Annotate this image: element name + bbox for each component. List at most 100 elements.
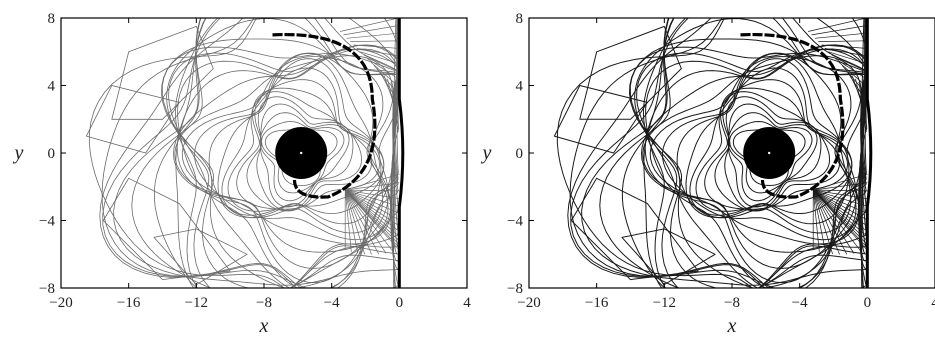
x-tick-label: −4 (792, 295, 808, 311)
contour-line (695, 79, 853, 212)
contour-line (344, 189, 372, 255)
contour-line (812, 189, 855, 254)
contour-lines (553, 18, 873, 288)
y-tick-label: −4 (507, 214, 523, 230)
contour-line (360, 51, 399, 64)
contour-lines (86, 18, 405, 288)
contour-line (383, 75, 399, 117)
contour-line (86, 85, 180, 154)
y-tick-label: 8 (48, 11, 56, 27)
contour-line (264, 128, 338, 186)
shock-arc (740, 32, 845, 199)
y-tick-label: −8 (507, 281, 523, 297)
contour-line (812, 189, 868, 242)
contour-line (343, 25, 399, 36)
contour-line (344, 189, 400, 245)
contour-line (812, 190, 827, 254)
contour-line (813, 189, 868, 200)
contour-line (344, 189, 400, 237)
contour-line (813, 189, 868, 207)
contour-line (345, 189, 400, 214)
contour-line (812, 189, 868, 232)
contour-line (813, 189, 868, 192)
contour-line (345, 189, 400, 227)
contour-line (621, 228, 716, 286)
contour-line (175, 18, 399, 288)
contour-line (344, 189, 380, 255)
y-axis-label: y (481, 142, 492, 164)
contour-line (724, 96, 831, 212)
contour-line (556, 18, 865, 288)
contour-line (813, 173, 868, 191)
contour-line (828, 51, 867, 64)
contour-line (344, 189, 365, 255)
contour-line (661, 52, 857, 241)
x-tick-label: −12 (185, 295, 208, 311)
contour-line (858, 82, 867, 132)
contour-line (346, 32, 399, 39)
y-axis-label: y (13, 142, 24, 164)
contour-line (345, 189, 400, 207)
contour-line (340, 18, 399, 32)
contour-line (256, 96, 362, 211)
contour-line (689, 67, 853, 216)
contour-line (812, 189, 862, 253)
contour-line (812, 189, 868, 248)
y-tick-label: 4 (48, 79, 56, 95)
contour-line (370, 61, 399, 87)
vortex-center-marker (300, 151, 303, 155)
contour-line (704, 87, 849, 210)
x-axis-label: x (727, 315, 737, 337)
contour-panel-right: −20 −16 −12 −8 −4 0 4 −8 −4 0 4 8 x y (481, 11, 935, 337)
contour-line (208, 53, 384, 234)
contour-line (732, 128, 806, 187)
contour-line (567, 18, 867, 288)
contour-line (154, 18, 399, 288)
contour-line (101, 18, 398, 288)
contour-line (236, 87, 380, 210)
contour-line (621, 18, 867, 288)
contour-line (812, 189, 833, 255)
contour-line (811, 25, 867, 36)
contour-line (344, 190, 352, 252)
x-tick-label: 4 (463, 295, 471, 311)
contour-line (345, 173, 400, 191)
contour-line (824, 48, 867, 57)
contour-line (131, 18, 400, 288)
contour-line (227, 79, 385, 212)
contour-panel-left: −20 −16 −12 −8 −4 0 4 −8 −4 0 4 8 x y (13, 11, 472, 337)
contour-line (350, 40, 399, 42)
contour-line (821, 44, 867, 49)
contour-line (855, 78, 867, 125)
contour-line (88, 18, 397, 288)
contour-line (113, 18, 400, 286)
y-tick-label: 0 (48, 146, 56, 162)
contour-line (246, 91, 373, 212)
contour-line (814, 32, 867, 39)
x-tick-label: 4 (931, 295, 935, 311)
x-tick-label: 0 (396, 295, 404, 311)
contour-line (813, 189, 868, 214)
y-tick-label: 0 (516, 146, 524, 162)
contour-line (813, 189, 868, 221)
y-tick-label: 8 (516, 11, 524, 27)
x-tick-label: −16 (585, 295, 609, 311)
contour-line (812, 189, 868, 245)
contour-line (217, 58, 382, 225)
contour-line (553, 85, 648, 154)
contour-line (634, 18, 867, 288)
contour-line (194, 52, 389, 241)
contour-line (177, 44, 399, 288)
vortex-center-marker (768, 151, 771, 155)
contour-line (259, 103, 354, 208)
x-tick-label: −4 (324, 295, 340, 311)
contour-line (813, 189, 868, 227)
contour-line (812, 189, 840, 255)
contour-line (344, 190, 359, 254)
contour-line (570, 18, 867, 288)
contour-line (835, 58, 867, 80)
contour-line (851, 75, 867, 117)
contour-line (714, 91, 841, 212)
x-tick-label: −12 (653, 295, 676, 311)
